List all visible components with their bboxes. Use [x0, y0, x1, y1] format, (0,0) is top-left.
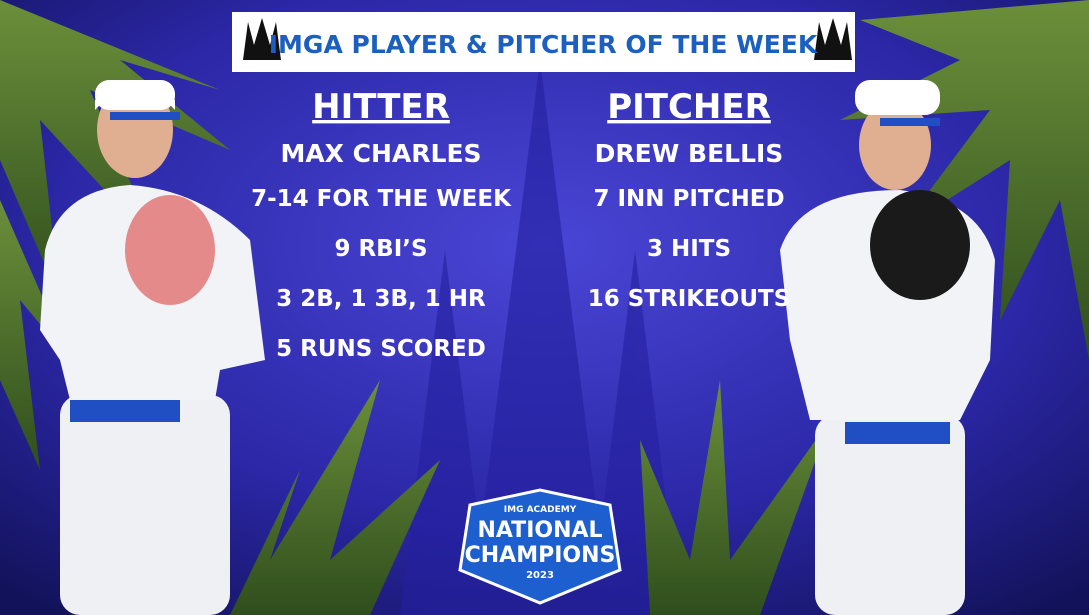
- palm-bottom: [230, 380, 830, 615]
- crown-icon: [243, 18, 281, 60]
- logo-year: 2023: [526, 570, 554, 581]
- stat-line: 9 RBI’S: [334, 236, 427, 262]
- section-heading: PITCHER: [607, 87, 771, 127]
- stat-line: 5 RUNS SCORED: [276, 336, 486, 362]
- player-name: MAX CHARLES: [280, 139, 481, 168]
- logo-academy: IMG ACADEMY: [504, 505, 577, 515]
- stat-line: 3 2B, 1 3B, 1 HR: [276, 286, 486, 312]
- stat-line: 3 HITS: [647, 236, 731, 262]
- section-heading: HITTER: [312, 87, 450, 127]
- player-right: [780, 80, 995, 615]
- stat-line: 7-14 FOR THE WEEK: [251, 186, 512, 212]
- title: IMGA PLAYER & PITCHER OF THE WEEK: [269, 30, 819, 59]
- champions-logo: IMG ACADEMY NATIONAL CHAMPIONS 2023: [458, 488, 622, 605]
- hitter-column: HITTER MAX CHARLES 7-14 FOR THE WEEK 9 RBI’…: [251, 87, 512, 362]
- stat-line: 7 INN PITCHED: [593, 186, 784, 212]
- stat-line: 16 STRIKEOUTS: [588, 286, 791, 312]
- logo-line1: NATIONAL: [477, 518, 602, 543]
- title-bar: [232, 12, 855, 72]
- crown-icon: [814, 18, 852, 60]
- pitcher-column: PITCHER DREW BELLIS 7 INN PITCHED 3 HITS 16 …: [588, 87, 791, 312]
- player-name: DREW BELLIS: [595, 139, 784, 168]
- logo-line2: CHAMPIONS: [465, 543, 616, 568]
- player-left: [40, 80, 265, 615]
